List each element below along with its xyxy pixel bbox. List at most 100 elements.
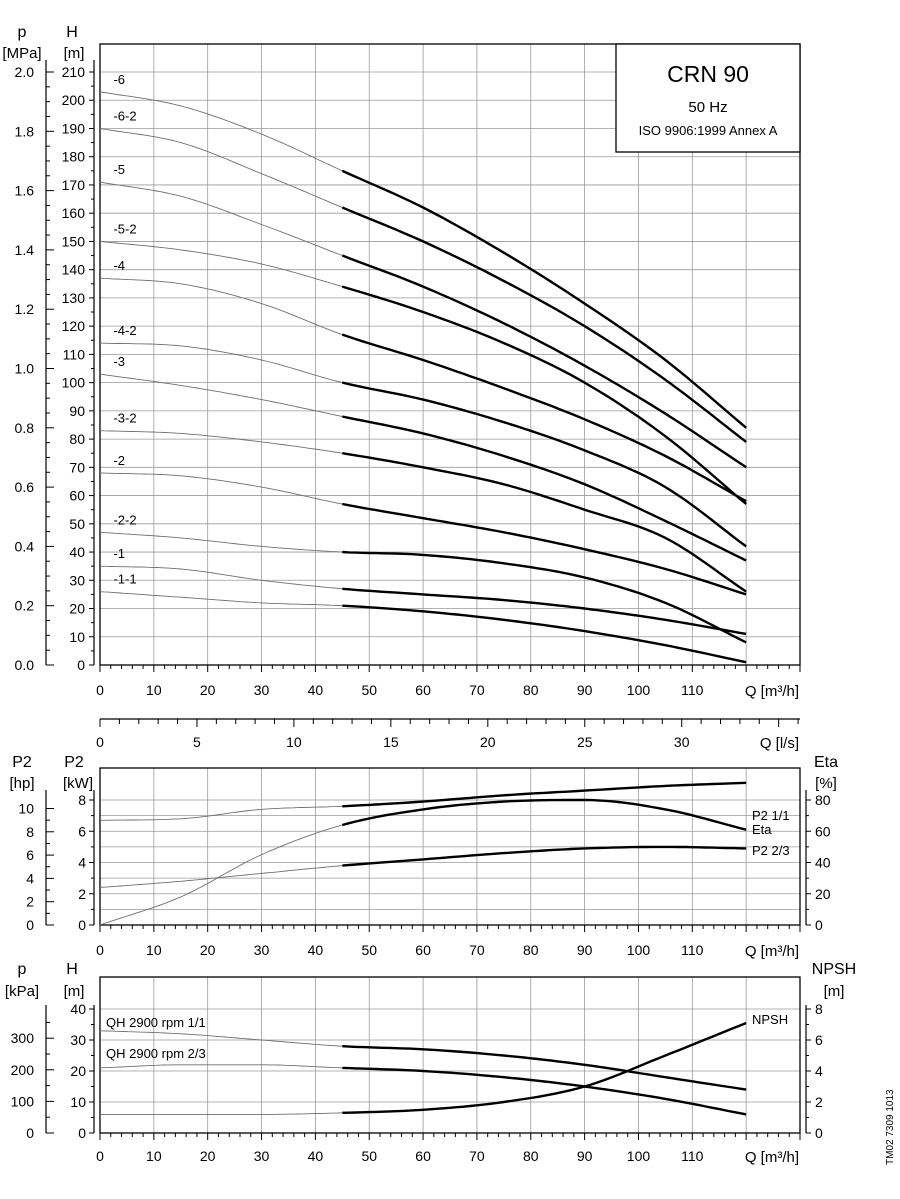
series-label-2: -2 xyxy=(113,453,125,468)
series-label-eta: Eta xyxy=(752,822,772,837)
ls-tick-label: 25 xyxy=(577,734,593,750)
kpa-tick-label: 0 xyxy=(26,1125,34,1141)
x-axis-label: Q [m³/h] xyxy=(745,943,799,960)
npsh-curve xyxy=(342,1021,747,1114)
p-tick-label: 1.4 xyxy=(15,242,35,258)
series-label-5-2: -5-2 xyxy=(113,221,136,236)
x-tick-label: 0 xyxy=(96,1148,104,1164)
series-label-1: -1 xyxy=(113,546,125,561)
hp-tick-label: 2 xyxy=(26,894,34,910)
npsh-tick-label: 2 xyxy=(815,1094,823,1110)
qh-full-curve-extrapolated xyxy=(99,1030,343,1047)
h-tick-label: 140 xyxy=(62,262,86,278)
head-curve-extrapolated xyxy=(99,277,343,336)
x-tick-label: 60 xyxy=(415,682,431,698)
qh-two-thirds-curve-extrapolated xyxy=(99,1064,343,1069)
hp-tick-label: 4 xyxy=(26,870,34,886)
kw-tick-label: 6 xyxy=(78,823,86,839)
hp-tick-label: 10 xyxy=(18,800,34,816)
x-tick-label: 50 xyxy=(361,682,377,698)
p-tick-label: 0.2 xyxy=(15,598,35,614)
h-tick-label: 20 xyxy=(69,601,85,617)
ls-tick-label: 5 xyxy=(193,734,201,750)
chart-title: CRN 90 xyxy=(667,61,749,87)
head-curve xyxy=(342,502,747,596)
plot-frame xyxy=(99,976,801,1134)
kw-axis-symbol: P2 xyxy=(64,754,84,771)
x-tick-label: 20 xyxy=(200,942,216,958)
p-axis-symbol: p xyxy=(18,24,27,41)
head-curve-extrapolated xyxy=(99,181,343,256)
eta-axis-unit: [%] xyxy=(815,775,837,792)
p-tick-label: 0.6 xyxy=(15,479,35,495)
h-tick-label: 170 xyxy=(62,177,86,193)
h-tick-label: 130 xyxy=(62,290,86,306)
p-axis-unit: [MPa] xyxy=(2,45,41,62)
power-panel: 0 10 20 30 40 50 60 70 80 90 100 110 Q [m³/h]02468P2… xyxy=(9,754,838,960)
eta-tick-label: 0 xyxy=(815,917,823,933)
head-curve-extrapolated xyxy=(99,91,343,172)
qh-two-thirds-curve xyxy=(342,1066,747,1116)
series-label-4-2: -4-2 xyxy=(113,323,136,338)
x-tick-label: 40 xyxy=(308,682,324,698)
npsh-panel: 0 10 20 30 40 50 60 70 80 90 100 110 Q [m³/h]0102030… xyxy=(5,961,856,1166)
x-axis-label: Q [m³/h] xyxy=(745,1149,799,1166)
plot-frame xyxy=(99,43,801,666)
head-panel: 0 10 20 30 40 50 60 70 80 90 100 110 Q [m³/h] 0 10 20 30… xyxy=(2,24,801,700)
series-label-2-2: -2-2 xyxy=(113,512,136,527)
p2-two-thirds-curve xyxy=(342,845,747,867)
series-label-3: -3 xyxy=(113,354,125,369)
npsh-tick-label: 6 xyxy=(815,1032,823,1048)
series-label-6: -6 xyxy=(113,72,125,87)
hp-tick-label: 8 xyxy=(26,824,34,840)
hp-tick-label: 6 xyxy=(26,847,34,863)
h-tick-label: 80 xyxy=(69,431,85,447)
h2-tick-label: 20 xyxy=(70,1063,86,1079)
x-tick-label: 110 xyxy=(681,682,704,698)
h-tick-label: 60 xyxy=(69,488,85,504)
x-tick-label: 0 xyxy=(96,942,104,958)
series-label-1-1: -1-1 xyxy=(113,572,136,587)
p-tick-label: 0.4 xyxy=(15,538,35,554)
ls-tick-label: 0 xyxy=(96,734,104,750)
ls-tick-label: 20 xyxy=(480,734,496,750)
h-tick-label: 100 xyxy=(62,375,86,391)
h-axis-symbol: H xyxy=(66,24,78,41)
ls-tick-label: 10 xyxy=(286,734,302,750)
p-tick-label: 1.6 xyxy=(15,183,35,199)
npsh-axis-symbol: NPSH xyxy=(812,961,856,978)
h-tick-label: 90 xyxy=(69,403,85,419)
head-curve xyxy=(341,206,747,443)
p-tick-label: 2.0 xyxy=(15,64,35,80)
p-tick-label: 0.8 xyxy=(15,420,35,436)
h2-tick-label: 40 xyxy=(70,1001,86,1017)
head-curve xyxy=(342,415,747,562)
x-axis-label: Q [m³/h] xyxy=(745,683,799,700)
h-tick-label: 200 xyxy=(62,92,86,108)
x-tick-label: 100 xyxy=(627,1148,651,1164)
ls-tick-label: 15 xyxy=(383,734,399,750)
head-curve-extrapolated xyxy=(99,342,343,384)
kw-axis-unit: [kW] xyxy=(63,775,93,792)
eta-tick-label: 60 xyxy=(815,823,831,839)
head-curve-extrapolated xyxy=(99,591,343,607)
x-tick-label: 80 xyxy=(523,682,539,698)
x-tick-label: 30 xyxy=(254,942,270,958)
h-tick-label: 180 xyxy=(62,149,86,165)
x-tick-label: 60 xyxy=(415,1148,431,1164)
p2-full-curve xyxy=(342,781,747,808)
flow-ls-axis: 0 5 10 15 20 25 30 Q [l/s] xyxy=(96,718,800,752)
x-tick-label: 20 xyxy=(200,682,216,698)
series-label-5: -5 xyxy=(113,162,125,177)
h-tick-label: 120 xyxy=(62,318,86,334)
x-tick-label: 100 xyxy=(627,682,651,698)
series-label-npsh: NPSH xyxy=(752,1012,788,1027)
x-tick-label: 50 xyxy=(361,1148,377,1164)
qh-full-curve xyxy=(342,1045,747,1091)
kpa-tick-label: 200 xyxy=(11,1062,35,1078)
head-curve xyxy=(342,452,747,593)
x-tick-label: 110 xyxy=(681,942,704,958)
p-tick-label: 1.2 xyxy=(15,301,35,317)
x-tick-label: 70 xyxy=(469,942,485,958)
x-tick-label: 40 xyxy=(308,942,324,958)
